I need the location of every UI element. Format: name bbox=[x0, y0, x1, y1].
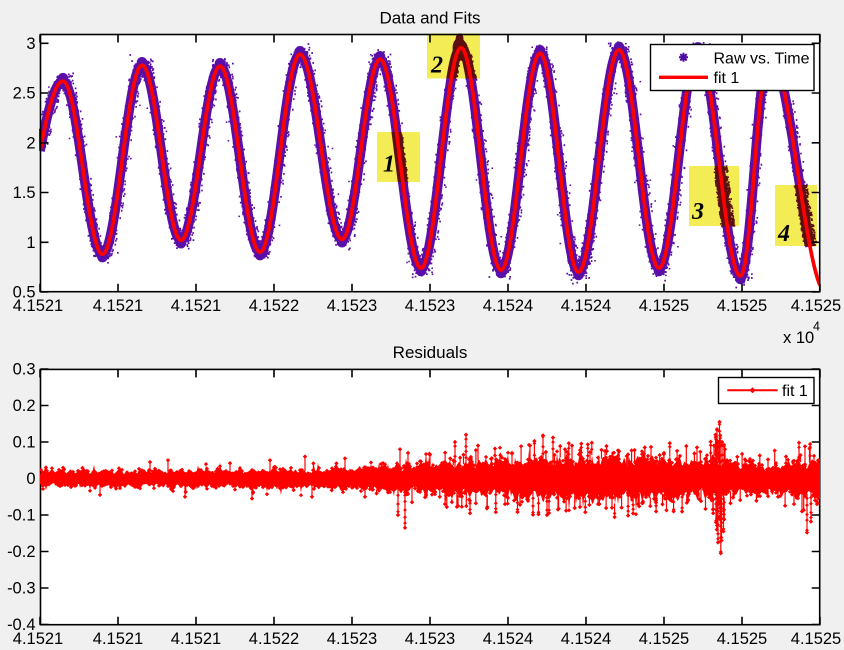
svg-text:x 10: x 10 bbox=[783, 329, 814, 347]
svg-text:4.1524: 4.1524 bbox=[483, 630, 533, 648]
svg-text:0: 0 bbox=[26, 470, 35, 488]
svg-text:fit 1: fit 1 bbox=[714, 70, 740, 87]
svg-text:3: 3 bbox=[691, 199, 704, 225]
svg-text:4.1522: 4.1522 bbox=[249, 630, 299, 648]
svg-text:2: 2 bbox=[430, 53, 443, 79]
svg-text:4.1525: 4.1525 bbox=[639, 297, 689, 315]
svg-text:Data and Fits: Data and Fits bbox=[379, 9, 480, 28]
svg-text:4.1525: 4.1525 bbox=[717, 630, 767, 648]
svg-text:-0.2: -0.2 bbox=[7, 543, 35, 561]
svg-text:4: 4 bbox=[813, 320, 820, 334]
svg-text:4.1521: 4.1521 bbox=[93, 630, 143, 648]
svg-text:1: 1 bbox=[383, 152, 395, 178]
svg-text:4.1521: 4.1521 bbox=[13, 297, 63, 315]
svg-text:4.1525: 4.1525 bbox=[717, 297, 767, 315]
svg-text:0.5: 0.5 bbox=[13, 284, 36, 302]
svg-text:fit 1: fit 1 bbox=[782, 383, 808, 400]
svg-text:3: 3 bbox=[26, 35, 35, 53]
svg-text:-0.1: -0.1 bbox=[7, 507, 35, 525]
svg-text:4.1522: 4.1522 bbox=[249, 297, 299, 315]
svg-text:Residuals: Residuals bbox=[393, 343, 468, 362]
svg-text:4.1521: 4.1521 bbox=[13, 630, 63, 648]
svg-text:4.1525: 4.1525 bbox=[639, 630, 689, 648]
svg-text:1.5: 1.5 bbox=[13, 184, 36, 202]
svg-text:-0.4: -0.4 bbox=[7, 616, 35, 634]
svg-text:4.1521: 4.1521 bbox=[171, 630, 221, 648]
svg-text:0.3: 0.3 bbox=[13, 361, 36, 379]
svg-text:4.1523: 4.1523 bbox=[327, 630, 377, 648]
svg-text:0.1: 0.1 bbox=[13, 434, 36, 452]
svg-text:4: 4 bbox=[777, 221, 790, 247]
svg-text:4.1525: 4.1525 bbox=[791, 630, 841, 648]
svg-text:4.1524: 4.1524 bbox=[483, 297, 533, 315]
svg-text:1: 1 bbox=[26, 234, 35, 252]
svg-text:4.1523: 4.1523 bbox=[327, 297, 377, 315]
svg-text:4.1525: 4.1525 bbox=[791, 297, 841, 315]
svg-text:0.2: 0.2 bbox=[13, 397, 36, 415]
svg-text:2.5: 2.5 bbox=[13, 85, 36, 103]
svg-text:4.1524: 4.1524 bbox=[561, 297, 611, 315]
svg-text:2: 2 bbox=[26, 134, 35, 152]
svg-text:4.1521: 4.1521 bbox=[171, 297, 221, 315]
svg-text:4.1523: 4.1523 bbox=[405, 297, 455, 315]
svg-text:4.1523: 4.1523 bbox=[405, 630, 455, 648]
svg-text:4.1521: 4.1521 bbox=[93, 297, 143, 315]
svg-text:Raw vs. Time: Raw vs. Time bbox=[714, 51, 810, 68]
svg-text:4.1524: 4.1524 bbox=[561, 630, 611, 648]
svg-text:-0.3: -0.3 bbox=[7, 580, 35, 598]
